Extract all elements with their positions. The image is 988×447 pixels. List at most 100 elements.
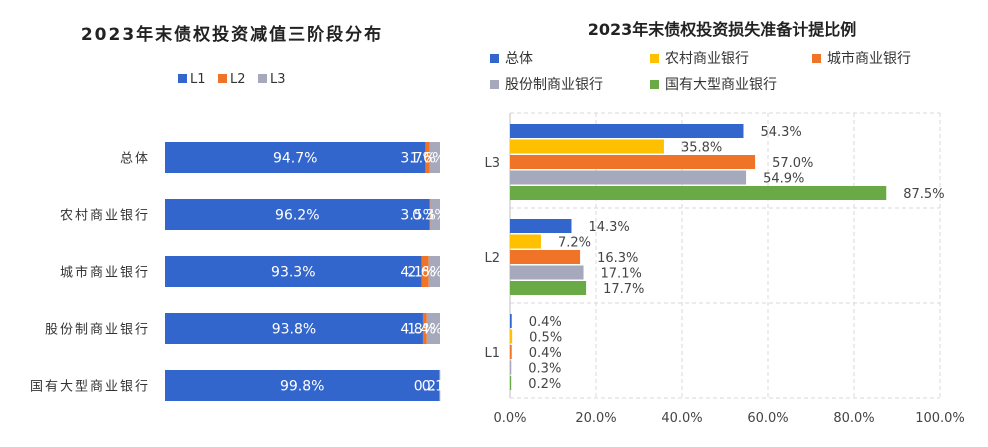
bar-1-2 (510, 250, 581, 264)
x-tick-label: 0.0% (493, 411, 526, 426)
category-label: 城市商业银行 (60, 265, 150, 281)
legend-label-2: 城市商业银行 (827, 50, 911, 67)
category-label: 股份制商业银行 (45, 323, 150, 338)
x-tick-label: 100.0% (915, 411, 965, 426)
data-label: 0.5% (529, 331, 562, 346)
bar-l2-0 (425, 142, 430, 173)
data-label-l2: 1.6% (410, 151, 446, 167)
bar-l1-2 (165, 256, 422, 287)
data-label-l1: 94.7% (273, 151, 317, 167)
x-tick-label: 20.0% (575, 411, 616, 426)
category-label: 总体 (120, 152, 150, 167)
bar-1-3 (510, 265, 584, 280)
right-x-tick-labels: 0.0% 20.0% 40.0% 60.0% 80.0% 100.0% (493, 411, 964, 426)
data-label-l3: 4.8% (400, 322, 436, 338)
data-label: 35.8% (681, 141, 722, 156)
legend-swatch-1 (650, 54, 659, 63)
bar-2-4 (510, 376, 512, 390)
data-label-l2: 0.1% (422, 379, 458, 395)
bar-1-1 (510, 234, 541, 249)
data-label: 54.3% (760, 125, 801, 140)
left-bars: 94.7% 1.6%3.7% 96.2% 0.3%3.5% 93.3% 2.6%4.1% 9… (165, 142, 457, 401)
bar-0-0 (510, 124, 744, 138)
legend-label-l1: L1 (190, 72, 206, 87)
data-label-l2: 1.4% (407, 322, 443, 338)
right-category-labels: L3 L2 L1 (484, 156, 500, 361)
category-label: 国有大型商业银行 (30, 380, 150, 395)
data-label-l1: 93.8% (272, 322, 316, 338)
legend-swatch-2 (812, 54, 821, 63)
bar-l2-2 (421, 256, 429, 287)
bar-l3-0 (429, 142, 440, 173)
category-label: 农村商业银行 (60, 209, 150, 224)
bar-1-4 (510, 281, 587, 295)
data-label-l3: 3.7% (400, 151, 436, 167)
bar-0-3 (510, 170, 747, 185)
x-tick-label: 60.0% (747, 411, 788, 426)
bar-0-1 (510, 139, 664, 154)
data-label: 57.0% (772, 156, 813, 171)
x-tick-label: 40.0% (661, 411, 702, 426)
legend-swatch-0 (490, 54, 499, 63)
data-label-l3: 3.5% (400, 208, 436, 224)
legend-label-3: 股份制商业银行 (505, 77, 603, 93)
legend-label-l2: L2 (230, 72, 246, 87)
left-legend: L1 L2 L3 (178, 72, 286, 87)
data-label-l1: 99.8% (280, 379, 324, 395)
bar-2-2 (510, 345, 512, 359)
data-label-l1: 93.3% (271, 265, 315, 281)
legend-label-4: 国有大型商业银行 (665, 77, 777, 93)
bar-l2-3 (422, 313, 427, 344)
legend-label-0: 总体 (505, 51, 533, 67)
legend-swatch-4 (650, 80, 659, 89)
bar-1-0 (510, 219, 572, 233)
legend-swatch-3 (490, 80, 499, 89)
x-tick-label: 80.0% (833, 411, 874, 426)
left-chart-title: 2023年末债权投资减值三阶段分布 (81, 24, 383, 45)
data-label: 7.2% (558, 236, 591, 251)
category-label: L1 (484, 346, 500, 361)
stage-distribution-chart: 2023年末债权投资减值三阶段分布 L1 L2 L3 总体农村商业银行城市商业银行股… (30, 24, 457, 401)
data-label: 54.9% (763, 172, 804, 187)
data-label: 0.4% (529, 346, 562, 361)
bar-l3-1 (430, 199, 440, 230)
data-label: 14.3% (588, 220, 629, 235)
data-label: 0.3% (528, 362, 561, 377)
bar-l1-4 (165, 370, 440, 401)
legend-swatch-l3 (258, 74, 267, 83)
bar-2-3 (510, 360, 512, 375)
bar-2-1 (510, 329, 513, 344)
data-label: 0.2% (528, 377, 561, 392)
bar-l3-2 (428, 256, 440, 287)
category-label: L3 (484, 156, 500, 171)
bar-0-4 (510, 186, 887, 200)
bar-l2-1 (429, 199, 431, 230)
data-label-l2: 0.3% (412, 208, 448, 224)
bar-0-2 (510, 155, 756, 169)
bar-l1-3 (165, 313, 423, 344)
data-label: 17.7% (603, 282, 644, 297)
data-label-l1: 96.2% (275, 208, 319, 224)
right-bars: 54.3%35.8%57.0%54.9%87.5%14.3%7.2%16.3%1… (510, 124, 945, 392)
data-label-l2: 2.6% (407, 265, 443, 281)
data-label: 0.4% (529, 315, 562, 330)
loss-provision-ratio-chart: 2023年末债权投资损失准备计提比例 总体 农村商业银行 城市商业银行股份制商业银行… (484, 20, 964, 426)
bar-2-0 (510, 314, 512, 328)
data-label: 87.5% (903, 187, 944, 202)
data-label-l3: 0.2 (414, 379, 436, 395)
data-label: 16.3% (597, 251, 638, 266)
data-label-l3: 4.1% (400, 265, 436, 281)
right-chart-title: 2023年末债权投资损失准备计提比例 (588, 20, 857, 39)
legend-label-1: 农村商业银行 (665, 51, 749, 67)
legend-swatch-l2 (218, 74, 227, 83)
legend-label-l3: L3 (270, 72, 286, 87)
category-label: L2 (484, 251, 500, 266)
bar-l3-3 (426, 313, 440, 344)
data-label: 17.1% (601, 267, 642, 282)
bar-l1-0 (165, 142, 426, 173)
bar-l1-1 (165, 199, 430, 230)
bar-l3-4 (439, 370, 441, 401)
legend-swatch-l1 (178, 74, 187, 83)
